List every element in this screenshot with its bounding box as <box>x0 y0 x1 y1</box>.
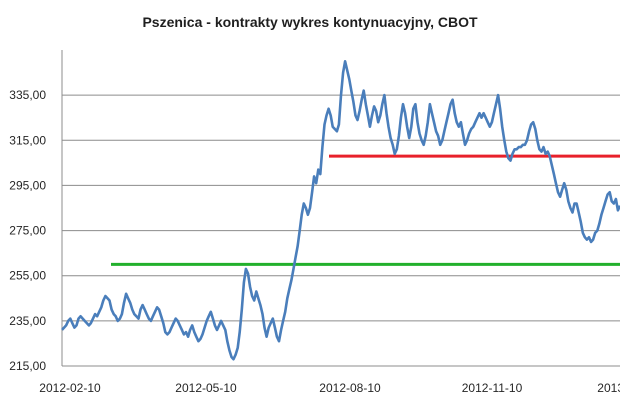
y-axis-tick-labels: 215,00 235,00 255,00 275,00 295,00 315,00 335,… <box>9 88 46 373</box>
y-tick-label: 275,00 <box>9 224 46 238</box>
y-tick-label: 215,00 <box>9 359 46 373</box>
y-tick-label: 295,00 <box>9 178 46 192</box>
chart-title: Pszenica - kontrakty wykres kontynuacyjn… <box>142 14 478 30</box>
x-tick-label: 2012-11-10 <box>462 381 523 395</box>
y-tick-label: 235,00 <box>9 314 46 328</box>
x-axis-tick-labels: 2012-02-10 2012-05-10 2012-08-10 2012-11-10… <box>39 381 620 395</box>
x-tick-label: 2012-08-10 <box>319 381 381 395</box>
price-series <box>61 59 620 361</box>
y-tick-label: 255,00 <box>9 269 46 283</box>
x-tick-label: 2013-02-10 <box>597 381 620 395</box>
gridlines <box>61 50 620 367</box>
y-tick-label: 315,00 <box>9 133 46 147</box>
x-tick-label: 2012-02-10 <box>39 381 101 395</box>
x-tick-label: 2012-05-10 <box>175 381 237 395</box>
y-tick-label: 335,00 <box>9 88 46 102</box>
price-line <box>61 59 620 361</box>
reference-lines <box>111 154 620 266</box>
